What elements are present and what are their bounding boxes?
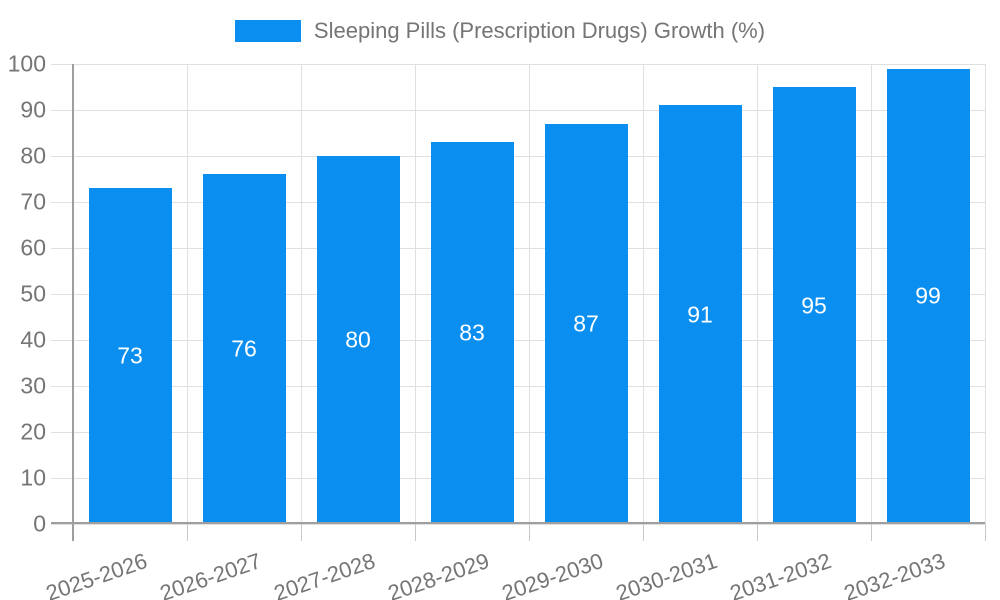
y-gridline	[51, 293, 985, 295]
legend[interactable]: Sleeping Pills (Prescription Drugs) Grow…	[0, 18, 1000, 44]
x-axis-tick	[984, 524, 986, 541]
y-tick-label: 50	[20, 280, 46, 307]
y-tick-label: 40	[20, 326, 46, 353]
bar-value-label: 76	[231, 335, 257, 362]
bar-value-label: 73	[117, 342, 143, 369]
bar[interactable]	[316, 156, 400, 524]
bar-value-label: 87	[573, 310, 599, 337]
y-gridline	[51, 431, 985, 433]
x-axis-tick	[870, 524, 872, 541]
bar-value-label: 80	[345, 326, 371, 353]
y-gridline	[51, 109, 985, 111]
y-gridline	[51, 63, 985, 65]
x-gridline	[414, 64, 416, 524]
y-gridline	[51, 155, 985, 157]
x-gridline	[642, 64, 644, 524]
y-gridline	[51, 247, 985, 249]
x-tick-label: 2032-2033	[840, 548, 949, 600]
x-gridline	[300, 64, 302, 524]
bar[interactable]	[658, 105, 742, 524]
y-tick-label: 90	[20, 96, 46, 123]
y-tick-label: 70	[20, 188, 46, 215]
bar-value-label: 95	[801, 292, 827, 318]
y-tick-label: 30	[20, 372, 46, 399]
bar[interactable]	[772, 87, 856, 524]
x-tick-label: 2028-2029	[384, 548, 493, 600]
bar[interactable]	[202, 174, 286, 524]
x-gridline	[186, 64, 188, 524]
bar-value-label: 99	[915, 282, 941, 309]
y-axis-line	[72, 64, 74, 541]
y-tick-label: 80	[20, 142, 46, 169]
bar[interactable]	[430, 142, 514, 524]
y-tick-label: 10	[20, 464, 46, 491]
bar-value-label: 83	[459, 319, 485, 346]
x-tick-label: 2030-2031	[612, 548, 721, 600]
legend-label[interactable]: Sleeping Pills (Prescription Drugs) Grow…	[313, 18, 766, 43]
bar[interactable]	[886, 68, 970, 524]
x-gridline	[756, 64, 758, 524]
x-gridline	[870, 64, 872, 524]
y-gridline	[51, 339, 985, 341]
x-axis-tick	[300, 524, 302, 541]
y-gridline	[51, 201, 985, 203]
y-tick-label: 0	[33, 510, 46, 537]
x-axis-tick	[642, 524, 644, 541]
legend-swatch[interactable]	[234, 20, 301, 42]
y-gridline	[51, 477, 985, 479]
x-tick-label: 2029-2030	[498, 548, 607, 600]
x-axis-tick	[414, 524, 416, 541]
x-tick-label: 2031-2032	[726, 548, 835, 600]
x-axis-tick	[528, 524, 530, 541]
plot-area: 0 10 20 30 40 50 60 70 80 90 100 73 2025-2026 76 2026-…	[8, 51, 986, 600]
x-gridline	[528, 64, 530, 524]
bar[interactable]	[544, 123, 628, 524]
y-gridline	[51, 523, 985, 525]
x-axis-tick	[186, 524, 188, 541]
bar-value-label: 91	[687, 301, 713, 328]
y-tick-label: 20	[20, 418, 46, 445]
y-tick-label: 100	[7, 50, 46, 77]
x-gridline	[984, 64, 986, 524]
bar[interactable]	[88, 188, 172, 524]
x-tick-label: 2027-2028	[270, 548, 379, 600]
y-tick-label: 60	[20, 234, 46, 261]
x-tick-label: 2025-2026	[42, 548, 151, 600]
x-axis-tick	[756, 524, 758, 541]
x-tick-label: 2026-2027	[156, 548, 265, 600]
x-axis-line	[51, 522, 985, 524]
y-gridline	[51, 385, 985, 387]
